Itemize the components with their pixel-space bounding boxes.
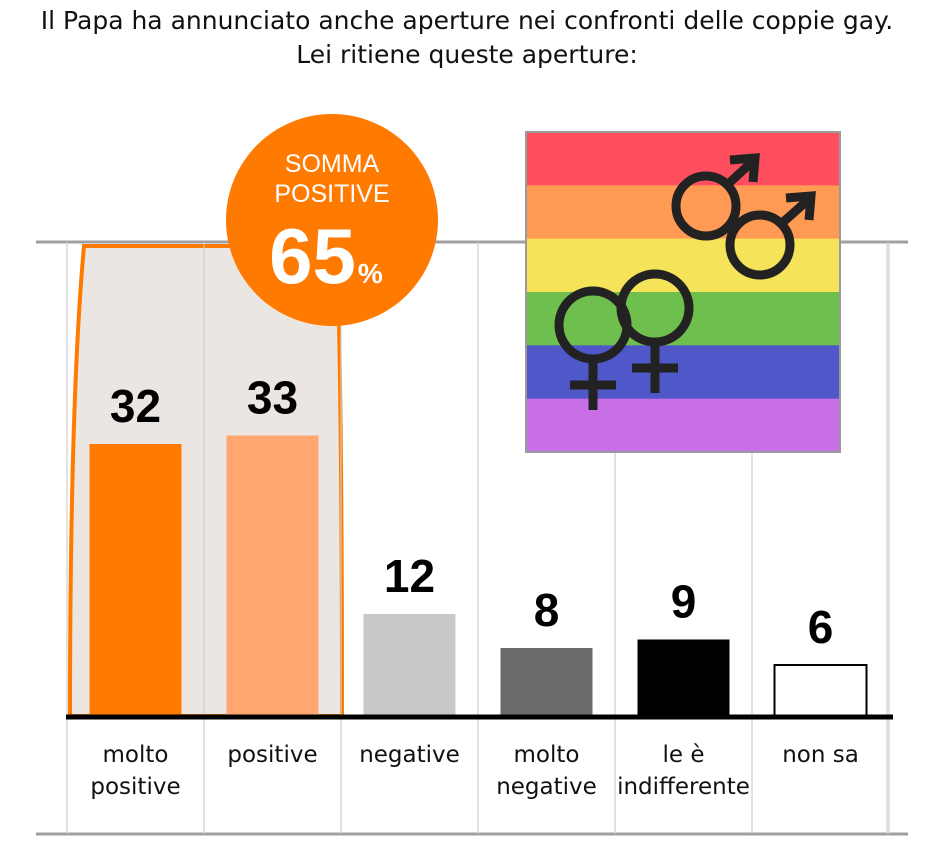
value-labels: 32 33 12 8 9 6 bbox=[110, 372, 833, 654]
category-label: molto positive bbox=[90, 742, 180, 800]
flag-stripe bbox=[526, 398, 840, 453]
bar bbox=[89, 444, 182, 716]
grid bbox=[36, 240, 908, 836]
bar bbox=[363, 614, 456, 716]
badge-line-2: POSITIVE bbox=[274, 180, 389, 208]
flag-stripe bbox=[526, 132, 840, 186]
bar bbox=[773, 664, 868, 717]
male-symbol-icon bbox=[671, 153, 816, 280]
value-label: 32 bbox=[110, 380, 161, 432]
badge-value: 65% bbox=[269, 212, 383, 300]
bar bbox=[637, 639, 730, 716]
value-label: 6 bbox=[808, 601, 834, 653]
category-labels: molto positive positive negative molto negati… bbox=[90, 742, 858, 800]
somma-positive-badge: SOMMA POSITIVE 65% bbox=[226, 114, 438, 326]
flag-border bbox=[525, 131, 841, 453]
bar bbox=[226, 435, 319, 716]
category-label: negative bbox=[359, 742, 460, 768]
female-symbol-icon bbox=[554, 269, 694, 410]
badge-unit: % bbox=[358, 258, 383, 289]
title-line-1: Il Papa ha annunciato anche aperture nei… bbox=[40, 6, 894, 35]
badge-number: 65 bbox=[269, 212, 356, 300]
value-label: 8 bbox=[534, 584, 560, 636]
category-label: positive bbox=[227, 742, 317, 768]
badge-circle bbox=[226, 114, 438, 326]
badge-line-1: SOMMA bbox=[285, 150, 380, 178]
value-label: 12 bbox=[384, 550, 435, 602]
rainbow-flag-picture bbox=[525, 131, 841, 453]
value-label: 9 bbox=[671, 576, 697, 628]
title-line-2: Lei ritiene queste aperture: bbox=[296, 40, 638, 69]
category-label: non sa bbox=[782, 742, 859, 768]
category-label: molto negative bbox=[496, 742, 597, 800]
bars bbox=[66, 435, 893, 720]
chart-title: Il Papa ha annunciato anche aperture nei… bbox=[0, 4, 934, 72]
bar bbox=[500, 648, 593, 716]
value-label: 33 bbox=[247, 372, 298, 424]
category-label: le è indifferente bbox=[617, 742, 750, 800]
